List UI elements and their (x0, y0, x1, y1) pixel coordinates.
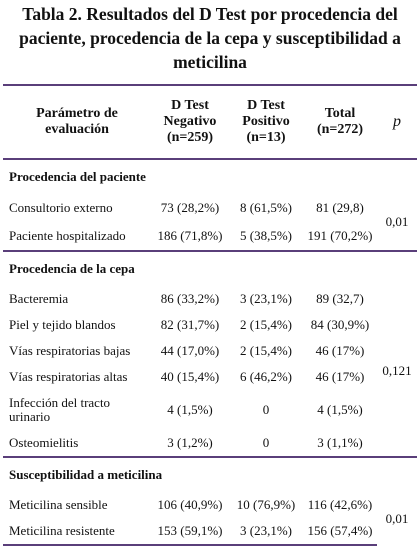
parameter-cell: Vías respiratorias altas (9, 369, 128, 384)
header-row: Parámetro de evaluación D Test Negativo (… (3, 84, 417, 159)
header-cell: Parámetro de evaluación (3, 84, 151, 159)
value-cell: 46 (17%) (315, 343, 365, 358)
parameter-cell: Meticilina resistente (3, 518, 151, 546)
value-cell: 186 (71,8%) (157, 228, 223, 243)
value-cell: 3 (23,1%) (240, 291, 292, 306)
value-cell: 3 (1,1%) (317, 435, 363, 450)
value-cell: 5 (38,5%) (240, 228, 292, 243)
value-cell: 4 (1,5%) (317, 402, 363, 417)
value-cell: 82 (31,7%) (160, 317, 220, 332)
value-cell: 3 (23,1%) (229, 518, 303, 546)
section-title: Procedencia de la cepa (3, 250, 417, 286)
value-cell: 81 (29,8) (316, 200, 364, 215)
value-cell: 40 (15,4%) (160, 369, 220, 384)
value-cell: 3 (1,2%) (167, 435, 213, 450)
parameter-cell: Osteomielitis (9, 435, 79, 450)
parameter-cell: Meticilina sensible (9, 497, 108, 512)
parameter-cell: Piel y tejido blandos (9, 317, 116, 332)
section-title: Procedencia del paciente (3, 158, 417, 194)
value-cell: 2 (15,4%) (240, 317, 292, 332)
data-row: Consultorio externo 73 (28,2%) 8 (61,5%) 81… (3, 194, 417, 229)
value-cell: 8 (61,5%) (240, 200, 292, 215)
header-cell: Total (n=272) (303, 84, 377, 159)
p-value: 0,121 (382, 363, 412, 378)
parameter-cell: Paciente hospitalizado (9, 228, 126, 243)
value-cell: 116 (42,6%) (307, 497, 373, 512)
parameter-cell: Bacteremia (9, 291, 69, 306)
value-cell: 44 (17,0%) (160, 343, 220, 358)
p-value: 0,01 (385, 214, 409, 229)
header-cell: D Test Negativo (n=259) (151, 84, 229, 159)
value-cell: 0 (262, 435, 270, 450)
parameter-cell: Consultorio externo (9, 200, 113, 215)
value-cell: 6 (46,2%) (240, 369, 292, 384)
data-row: Meticilina sensible 106 (40,9%) 10 (76,9%)… (3, 492, 417, 526)
value-cell: 106 (40,9%) (157, 497, 223, 512)
section-row: Procedencia del paciente (3, 158, 417, 194)
data-row: Osteomielitis 3 (1,2%) 0 3 (1,1%) (3, 430, 417, 457)
value-cell: 86 (33,2%) (160, 291, 220, 306)
data-row: Piel y tejido blandos 82 (31,7%) 2 (15,4%)… (3, 312, 417, 338)
data-row: Bacteremia 86 (33,2%) 3 (23,1%) 89 (32,7) 0,… (3, 286, 417, 378)
value-cell: 191 (70,2%) (307, 228, 373, 243)
value-cell: 153 (59,1%) (151, 518, 229, 546)
results-table: Parámetro de evaluación D Test Negativo (… (3, 84, 417, 546)
section-title: Susceptibilidad a meticilina (3, 456, 417, 492)
data-row: Meticilina resistente 153 (59,1%) 3 (23,1%… (3, 518, 417, 546)
parameter-cell: Vías respiratorias bajas (9, 343, 131, 358)
value-cell: 84 (30,9%) (310, 317, 370, 332)
header-cell: p (377, 84, 417, 159)
value-cell: 89 (32,7) (316, 291, 364, 306)
value-cell: 2 (15,4%) (240, 343, 292, 358)
header-cell: D Test Positivo (n=13) (229, 84, 303, 159)
parameter-cell: Infección del tracto urinario (9, 395, 111, 424)
data-row: Infección del tracto urinario 4 (1,5%) 0 4 … (3, 390, 417, 430)
section-row: Susceptibilidad a meticilina (3, 456, 417, 492)
data-row: Vías respiratorias altas 40 (15,4%) 6 (46,… (3, 364, 417, 390)
value-cell: 10 (76,9%) (236, 497, 296, 512)
section-row: Procedencia de la cepa (3, 250, 417, 286)
table-title: Tabla 2. Resultados del D Test por proce… (19, 4, 401, 72)
data-row: Vías respiratorias bajas 44 (17,0%) 2 (15,… (3, 338, 417, 364)
data-row: Paciente hospitalizado 186 (71,8%) 5 (38,5… (3, 222, 417, 251)
value-cell: 156 (57,4%) (303, 518, 377, 546)
value-cell: 0 (262, 402, 270, 417)
p-value: 0,01 (385, 510, 409, 526)
value-cell: 73 (28,2%) (160, 200, 220, 215)
value-cell: 46 (17%) (315, 369, 365, 384)
value-cell: 4 (1,5%) (167, 402, 213, 417)
